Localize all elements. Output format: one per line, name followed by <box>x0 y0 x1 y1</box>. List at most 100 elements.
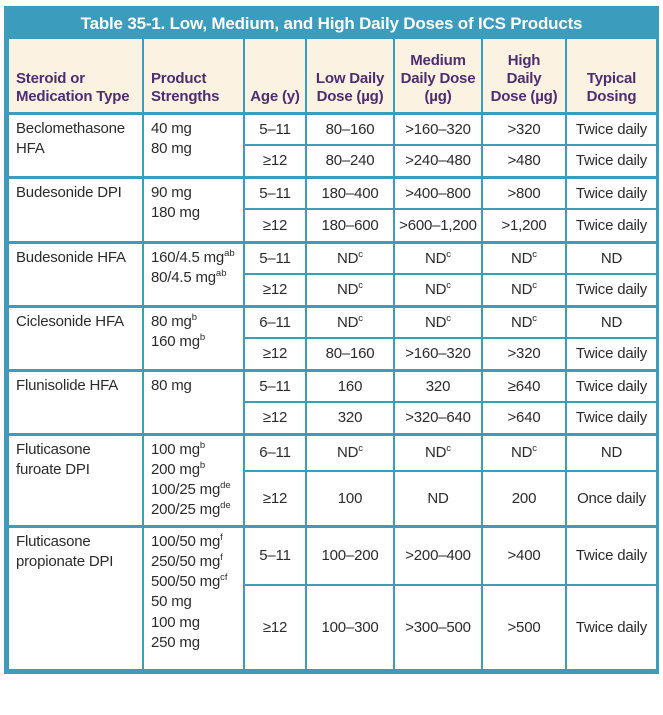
footnote-superscript: c <box>446 443 451 455</box>
dosing-cell: Twice daily <box>565 368 658 403</box>
high-dose-cell: NDc <box>481 432 567 472</box>
table-header: Steroid or Medication Type Product Stren… <box>7 39 658 115</box>
strength-line: 40 mg <box>151 119 192 137</box>
high-dose-cell: NDc <box>481 240 567 275</box>
footnote-superscript: ab <box>215 267 227 279</box>
col-header-medium-dose: Medium Daily Dose (µg) <box>393 39 483 115</box>
low-dose-cell: 80–160 <box>305 337 395 371</box>
low-dose-cell: NDc <box>305 432 395 472</box>
footnote-superscript: c <box>358 443 363 455</box>
low-dose-cell: NDc <box>305 273 395 307</box>
col-header-strengths: Product Strengths <box>142 39 245 115</box>
col-header-high-dose: High Daily Dose (µg) <box>481 39 567 115</box>
table-row: Budesonide HFA 160/4.5 mgab 80/4.5 mgab 5–1… <box>7 240 658 307</box>
footnote-superscript: b <box>199 331 206 343</box>
medium-dose-cell: >240–480 <box>393 144 483 178</box>
footnote-superscript: c <box>532 443 537 455</box>
low-dose-cell: NDc <box>305 304 395 339</box>
strength-line: 180 mg <box>151 203 200 221</box>
col-header-medication: Steroid or Medication Type <box>7 39 144 115</box>
table-row: ≥12 320 >320–640 >640 Twice daily <box>8 401 658 435</box>
dosing-cell: Twice daily <box>565 524 658 586</box>
high-dose-cell: NDc <box>481 304 567 339</box>
dosing-cell: Twice daily <box>565 111 658 146</box>
strength-line: 80 mg <box>151 139 192 157</box>
age-cell: 5–11 <box>243 240 307 275</box>
medium-dose-cell: NDc <box>393 432 483 472</box>
high-dose-cell: >320 <box>481 337 567 371</box>
strengths-cell: 100/50 mgf 250/50 mgf 500/50 mgcf 50 mg 100 … <box>142 524 245 671</box>
high-dose-cell: NDc <box>481 273 567 307</box>
footnote-superscript: b <box>191 311 197 323</box>
strength-line: 100 mgb <box>151 439 206 458</box>
age-cell: ≥12 <box>243 584 307 671</box>
table-row: Fluticasone furoate DPI 100 mgb 200 mgb 100… <box>7 432 658 527</box>
footnote-superscript: c <box>532 280 537 292</box>
medication-cell: Beclomethasone HFA <box>7 111 144 178</box>
age-cell: ≥12 <box>243 470 307 527</box>
age-cell: ≥12 <box>243 208 307 243</box>
dosing-cell: Twice daily <box>565 401 658 435</box>
footnote-superscript: c <box>446 280 451 292</box>
table-row: ≥12 NDc NDc NDc Twice daily <box>8 273 658 307</box>
medication-cell: Budesonide HFA <box>7 240 144 307</box>
strengths-cell: 80 mgb 160 mgb <box>142 304 245 371</box>
strength-line: 100/50 mgf <box>151 531 223 550</box>
age-cell: ≥12 <box>243 337 307 371</box>
low-dose-cell: 100 <box>305 470 395 527</box>
low-dose-cell: NDc <box>305 240 395 275</box>
footnote-superscript: b <box>199 439 206 451</box>
low-dose-cell: 80–160 <box>305 111 395 146</box>
table-body: Beclomethasone HFA 40 mg 80 mg 5–11 80–160 >1… <box>7 111 658 671</box>
footnote-superscript: ab <box>224 247 235 259</box>
dosing-cell: ND <box>565 432 658 472</box>
low-dose-cell: 160 <box>305 368 395 403</box>
age-cell: 6–11 <box>243 432 307 472</box>
medium-dose-cell: 320 <box>393 368 483 403</box>
strength-line: 200/25 mgde <box>151 500 231 519</box>
medication-cell: Fluticasone furoate DPI <box>7 432 144 527</box>
medium-dose-cell: NDc <box>393 273 483 307</box>
footnote-superscript: c <box>358 312 363 324</box>
age-cell: 6–11 <box>243 304 307 339</box>
strength-line: 50 mg <box>151 593 192 611</box>
strength-line: 100 mg <box>151 613 200 631</box>
strength-line: 250/50 mgf <box>151 551 223 570</box>
medium-dose-cell: >160–320 <box>393 337 483 371</box>
high-dose-cell: >400 <box>481 524 567 586</box>
high-dose-cell: ≥640 <box>481 368 567 403</box>
strength-line: 90 mg <box>151 183 192 201</box>
medication-cell: Flunisolide HFA <box>7 368 144 435</box>
footnote-superscript: de <box>220 480 231 491</box>
strengths-cell: 80 mg <box>142 368 245 435</box>
age-cell: ≥12 <box>243 401 307 435</box>
dosing-cell: ND <box>565 240 658 275</box>
age-cell: ≥12 <box>243 144 307 178</box>
medium-dose-cell: >320–640 <box>393 401 483 435</box>
medium-dose-cell: >600–1,200 <box>393 208 483 243</box>
high-dose-cell: >320 <box>481 111 567 146</box>
strength-line: 80 mgb <box>151 311 197 330</box>
low-dose-cell: 100–300 <box>305 584 395 671</box>
table-row: Ciclesonide HFA 80 mgb 160 mgb 6–11 NDc NDc ND… <box>7 304 658 371</box>
table-row: Budesonide DPI 90 mg 180 mg 5–11 180–400 >400… <box>7 175 658 243</box>
ics-doses-table: Table 35-1. Low, Medium, and High Daily … <box>4 6 659 674</box>
age-cell: 5–11 <box>243 175 307 210</box>
table-row: Flunisolide HFA 80 mg 5–11 160 320 ≥640 Twice … <box>7 368 658 435</box>
medium-dose-cell: >300–500 <box>393 584 483 671</box>
dosing-cell: Twice daily <box>565 337 658 371</box>
age-cell: 5–11 <box>243 111 307 146</box>
footnote-superscript: de <box>220 500 231 512</box>
strength-line: 80 mg <box>151 376 192 394</box>
table-row: ≥12 100–300 >300–500 >500 Twice daily <box>8 584 658 671</box>
footnote-superscript: f <box>220 531 223 543</box>
dosing-cell: Once daily <box>565 470 658 527</box>
low-dose-cell: 100–200 <box>305 524 395 586</box>
footnote-superscript: c <box>532 248 537 260</box>
dosing-cell: ND <box>565 304 658 339</box>
strength-line: 160 mgb <box>151 331 206 350</box>
age-cell: 5–11 <box>243 368 307 403</box>
footnote-superscript: c <box>532 312 537 324</box>
footnote-superscript: c <box>446 312 451 324</box>
table-row: ≥12 100 ND 200 Once daily <box>8 470 658 527</box>
